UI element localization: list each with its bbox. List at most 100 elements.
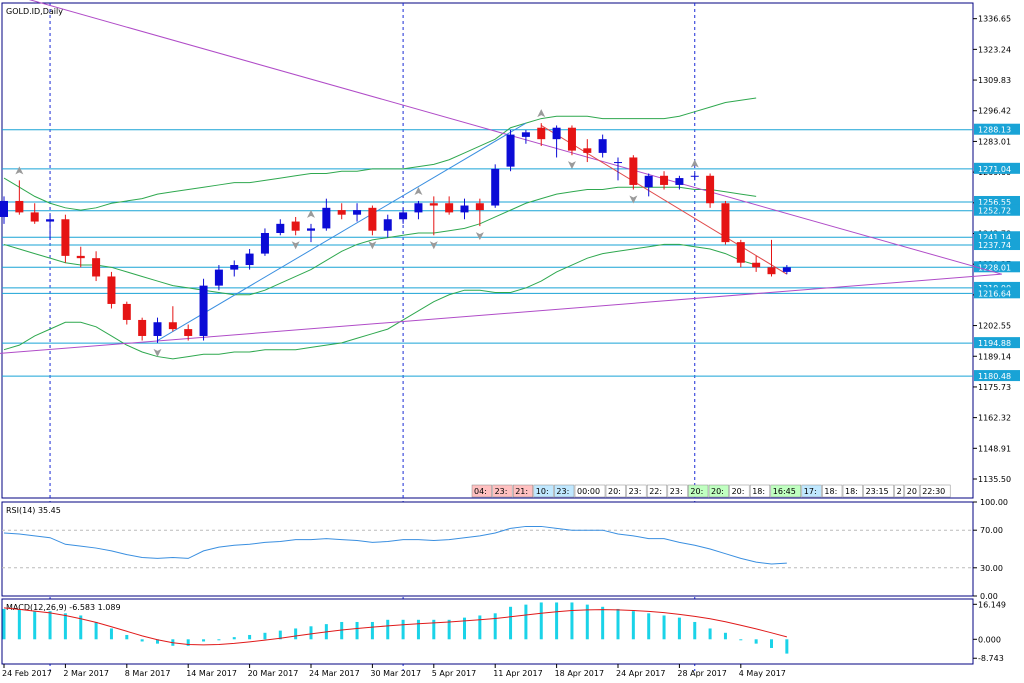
price-level-tag bbox=[974, 337, 1020, 349]
time-label: 18: bbox=[845, 487, 858, 496]
time-label-box bbox=[554, 484, 575, 498]
price-level-label: 1288.13 bbox=[978, 126, 1011, 135]
macd-histogram-bar bbox=[631, 611, 635, 640]
price-panel: GOLD.ID,Daily 1336.65 1323.24 1309.83 1296.4… bbox=[0, 0, 1020, 671]
rsi-tick-label: 70.00 bbox=[980, 526, 1003, 535]
candle-body bbox=[230, 265, 239, 270]
price-panel-frame bbox=[1, 2, 974, 499]
price-tick-label: 1162.32 bbox=[978, 414, 1011, 423]
time-tick-label: 28 Apr 2017 bbox=[677, 669, 726, 678]
fractal-up-marker bbox=[537, 109, 546, 118]
macd-histogram-bar bbox=[693, 621, 697, 640]
time-label-box bbox=[471, 484, 492, 498]
time-label: 00:00 bbox=[577, 487, 600, 496]
macd-histogram-bar bbox=[94, 621, 98, 640]
time-label-box bbox=[512, 484, 534, 498]
candle-body bbox=[445, 203, 454, 213]
macd-histogram-bar bbox=[263, 632, 267, 640]
macd-histogram-bar bbox=[754, 639, 758, 644]
candle-body bbox=[322, 207, 331, 229]
candle-body bbox=[537, 127, 546, 140]
candle-body bbox=[245, 253, 254, 266]
time-label: 18: bbox=[752, 487, 765, 496]
macd-histogram-bar bbox=[616, 608, 620, 640]
candle-body bbox=[644, 175, 653, 188]
macd-histogram-bar bbox=[33, 611, 37, 640]
macd-histogram-bar bbox=[48, 611, 52, 640]
macd-histogram-bar bbox=[432, 619, 436, 640]
time-tick-label: 8 Mar 2017 bbox=[125, 669, 171, 678]
candle-body bbox=[15, 200, 24, 213]
candle-body bbox=[383, 219, 392, 231]
time-tick-label: 24 Feb 2017 bbox=[2, 669, 52, 678]
time-label: 18: bbox=[824, 487, 837, 496]
candle-body bbox=[491, 168, 500, 206]
price-tick-label: 1336.65 bbox=[978, 15, 1011, 24]
macd-histogram-bar bbox=[248, 634, 252, 640]
candle-body bbox=[414, 203, 423, 213]
price-level-label: 1194.88 bbox=[978, 339, 1011, 348]
price-level-label: 1271.04 bbox=[978, 165, 1011, 174]
candle-body bbox=[736, 242, 745, 263]
macd-histogram-bar bbox=[570, 602, 574, 640]
macd-histogram-bar bbox=[708, 628, 712, 640]
time-label-box bbox=[770, 484, 802, 498]
macd-histogram-bar bbox=[585, 604, 589, 640]
macd-panel: MACD(12,26,9) -6.583 1.089 16.149 0.000 -8.… bbox=[1, 598, 1006, 665]
candle-body bbox=[660, 175, 669, 185]
fractal-down-marker bbox=[567, 161, 576, 170]
macd-label: MACD(12,26,9) -6.583 1.089 bbox=[6, 603, 121, 612]
fractal-down-marker bbox=[291, 241, 300, 250]
macd-histogram-bar bbox=[17, 608, 21, 640]
candle-body bbox=[199, 285, 208, 336]
candle-body bbox=[368, 207, 377, 231]
candle-body bbox=[767, 267, 776, 275]
macd-tick-label: 16.149 bbox=[978, 600, 1006, 609]
rsi-tick-label: 100.00 bbox=[980, 498, 1008, 507]
time-label-box bbox=[605, 484, 626, 498]
macd-histogram-bar bbox=[601, 606, 605, 640]
time-tick-label: 11 Apr 2017 bbox=[493, 669, 542, 678]
price-level-label: 1241.14 bbox=[978, 233, 1011, 242]
macd-histogram-bar bbox=[739, 639, 743, 641]
time-label: 21: bbox=[515, 487, 528, 496]
price-level-tag bbox=[974, 370, 1020, 382]
macd-histogram-bar bbox=[140, 639, 144, 642]
time-label-box bbox=[801, 484, 822, 498]
price-level-tag bbox=[974, 261, 1020, 273]
price-level-label: 1252.72 bbox=[978, 207, 1011, 216]
time-label-box bbox=[729, 484, 750, 498]
time-label: 20: bbox=[711, 487, 724, 496]
time-label: 16:45 bbox=[773, 487, 796, 496]
candle-body bbox=[721, 203, 730, 243]
candle-body bbox=[506, 134, 515, 167]
fractal-up-marker bbox=[414, 186, 423, 195]
macd-histogram-bar bbox=[340, 621, 344, 640]
macd-histogram-bar bbox=[539, 602, 543, 640]
fractal-down-marker bbox=[629, 195, 638, 204]
price-tick-label: 1148.91 bbox=[978, 444, 1011, 453]
macd-histogram-bar bbox=[370, 621, 374, 640]
candle-body bbox=[598, 139, 607, 153]
candle-body bbox=[307, 228, 315, 231]
time-label: 23: bbox=[495, 487, 508, 496]
macd-histogram-bar bbox=[478, 615, 482, 640]
price-level-tag bbox=[974, 287, 1020, 299]
macd-histogram-bar bbox=[294, 628, 298, 640]
rsi-tick-label: 0.00 bbox=[980, 592, 998, 601]
time-label-box bbox=[842, 484, 863, 498]
candle-body bbox=[291, 221, 300, 231]
time-label-box bbox=[626, 484, 647, 498]
time-label-box bbox=[492, 484, 513, 498]
macd-histogram-bar bbox=[278, 630, 282, 640]
candle-body bbox=[690, 175, 699, 177]
candle-body bbox=[46, 219, 55, 222]
candle-body bbox=[184, 329, 193, 336]
candle-body bbox=[567, 127, 576, 151]
price-tick-label: 1189.14 bbox=[978, 352, 1011, 361]
macd-histogram-bar bbox=[386, 619, 390, 640]
macd-histogram-bar bbox=[79, 615, 83, 640]
price-level-tag bbox=[974, 239, 1020, 251]
macd-histogram-bar bbox=[555, 602, 559, 640]
macd-histogram-bar bbox=[524, 604, 528, 640]
